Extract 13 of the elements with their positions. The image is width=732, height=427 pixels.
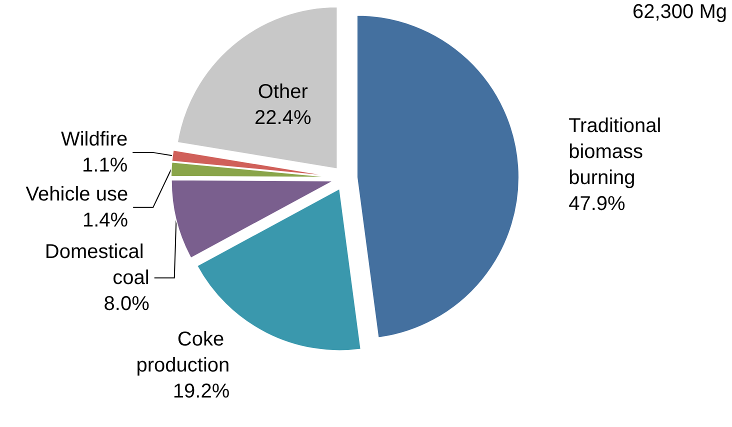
- data-label: 1.1%: [82, 154, 128, 176]
- data-label: 22.4%: [254, 106, 312, 129]
- data-label: 1.4%: [82, 209, 128, 232]
- slice-label: Domestical coal: [44, 240, 150, 289]
- data-label: 19.2%: [172, 380, 230, 403]
- slice-label: Coke production: [136, 328, 230, 377]
- data-label: 8.0%: [104, 292, 150, 315]
- data-label: 47.9%: [568, 192, 626, 215]
- slice-label: Vehicle use: [26, 183, 128, 206]
- text: 62,300 Mg: [632, 1, 728, 23]
- slice-label: Other: [258, 80, 308, 103]
- slice-label: Traditional biomass burning: [568, 114, 667, 189]
- slice-label: Wildfire: [60, 128, 128, 150]
